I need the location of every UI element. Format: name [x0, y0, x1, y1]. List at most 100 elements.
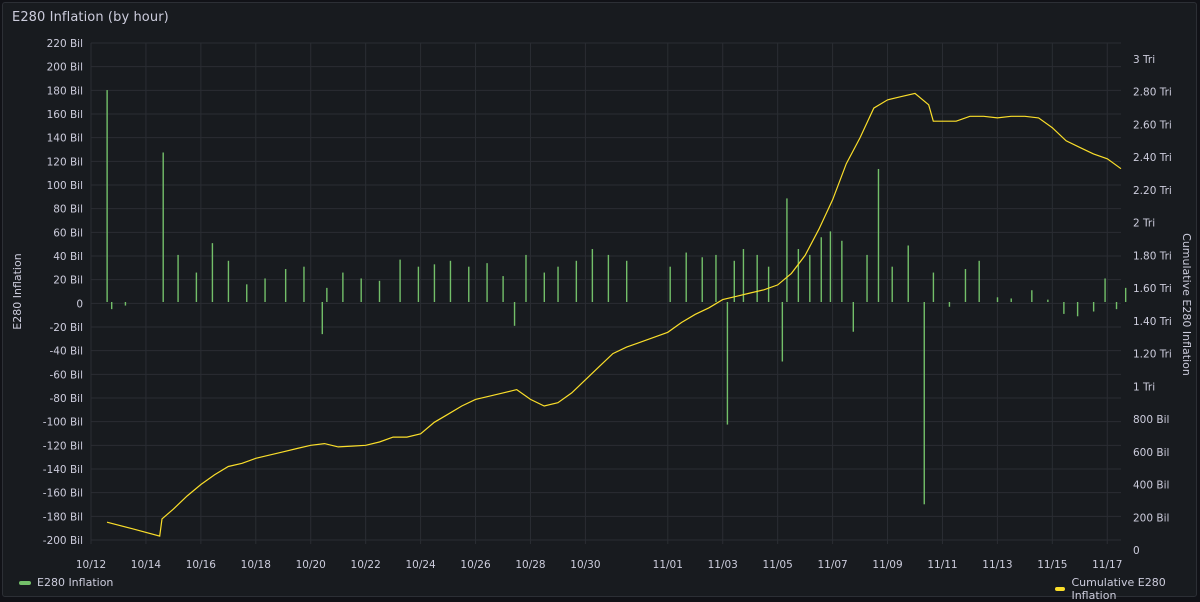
bar-mark — [996, 297, 999, 302]
x-tick-label: 10/12 — [76, 559, 106, 571]
x-tick-label: 10/28 — [515, 559, 545, 571]
left-axis-title: E280 Inflation — [11, 253, 24, 329]
x-tick-label: 11/03 — [708, 559, 738, 571]
bar-mark — [607, 254, 610, 302]
left-tick-label: 0 — [76, 298, 83, 310]
left-tick-label: 60 Bil — [53, 227, 83, 239]
right-axis: 3 Tri 2.80 Tri 2.60 Tri 2.40 Tri 2.20 Tri 2 T… — [1133, 54, 1172, 557]
x-axis: 10/12 10/14 10/16 10/18 10/20 10/22 10/24 10/26… — [76, 559, 1123, 571]
bar-mark — [742, 249, 745, 302]
right-tick-label: 600 Bil — [1133, 447, 1169, 459]
right-tick-label: 3 Tri — [1133, 54, 1155, 66]
bar-mark — [1124, 287, 1127, 302]
left-tick-label: -120 Bil — [43, 440, 83, 452]
left-tick-label: -140 Bil — [43, 464, 83, 476]
right-tick-label: 0 — [1133, 545, 1140, 557]
bar-mark — [303, 266, 305, 302]
left-tick-label: 100 Bil — [47, 180, 83, 192]
left-tick-label: -100 Bil — [43, 417, 83, 429]
x-tick-label: 10/26 — [460, 559, 491, 571]
bar-mark — [685, 252, 687, 302]
bar-mark — [756, 254, 758, 302]
legend-item-e280-inflation[interactable]: E280 Inflation — [19, 576, 113, 589]
bar-mark — [575, 260, 578, 302]
bar-mark — [417, 266, 420, 302]
left-tick-label: 160 Bil — [47, 109, 83, 121]
bar-mark — [326, 287, 328, 302]
x-tick-label: 10/14 — [131, 559, 162, 571]
bar-mark — [841, 240, 843, 302]
legend-swatch-yellow — [1055, 587, 1066, 591]
left-axis: 220 Bil 200 Bil 180 Bil 160 Bil 140 Bil 120 B… — [43, 38, 83, 547]
x-tick-label: 10/30 — [570, 559, 600, 571]
right-tick-label: 2.60 Tri — [1133, 119, 1172, 131]
bar-mark — [733, 260, 735, 302]
panel-title: E280 Inflation (by hour) — [12, 10, 169, 25]
bar-mark — [486, 263, 488, 302]
x-tick-label: 10/22 — [351, 559, 381, 571]
bar-mark — [195, 272, 198, 302]
bar-mark — [1031, 290, 1033, 302]
bar-mark — [284, 269, 287, 302]
bar-mark — [162, 152, 164, 302]
x-tick-label: 11/17 — [1092, 559, 1122, 571]
left-tick-label: 180 Bil — [47, 85, 83, 97]
bar-mark — [701, 257, 703, 302]
bar-mark — [177, 254, 179, 302]
bar-mark — [342, 272, 344, 302]
bar-mark — [626, 260, 628, 302]
right-tick-label: 400 Bil — [1133, 480, 1169, 492]
bar-mark — [1047, 299, 1049, 302]
x-tick-label: 11/09 — [872, 559, 902, 571]
x-tick-label: 10/16 — [186, 559, 217, 571]
bar-mark — [449, 260, 452, 302]
bar-mark — [502, 276, 504, 302]
bar-mark — [797, 249, 800, 302]
right-tick-label: 2.80 Tri — [1133, 87, 1172, 99]
bar-mark — [932, 272, 935, 302]
left-tick-label: 80 Bil — [53, 204, 83, 216]
bar-mark — [715, 254, 717, 302]
left-tick-label: 20 Bil — [53, 275, 83, 287]
bar-mark — [1092, 302, 1095, 312]
bar-mark — [543, 272, 545, 302]
bar-mark — [891, 266, 893, 302]
legend-item-cumulative[interactable]: Cumulative E280 Inflation — [1055, 576, 1196, 602]
left-tick-label: 140 Bil — [47, 133, 83, 145]
bar-mark — [781, 302, 784, 362]
chart-area: 220 Bil 200 Bil 180 Bil 160 Bil 140 Bil 120 B… — [11, 38, 1193, 571]
bar-mark — [433, 264, 436, 302]
bar-mark — [1063, 302, 1065, 314]
legend-label: E280 Inflation — [37, 576, 114, 589]
bar-mark — [1076, 302, 1079, 317]
bar-mark — [923, 302, 925, 505]
bar-series — [106, 90, 1127, 505]
bar-mark — [321, 302, 323, 335]
right-tick-label: 1.60 Tri — [1133, 283, 1172, 295]
bar-mark — [726, 302, 729, 425]
bar-mark — [1010, 298, 1012, 302]
right-tick-label: 2.40 Tri — [1133, 152, 1172, 164]
left-tick-label: -60 Bil — [49, 369, 83, 381]
legend-swatch-green — [19, 580, 31, 585]
bar-mark — [111, 302, 113, 310]
bar-mark — [767, 266, 770, 302]
bar-mark — [852, 302, 854, 332]
bar-mark — [669, 266, 671, 302]
x-tick-label: 11/15 — [1037, 559, 1067, 571]
bar-mark — [820, 237, 822, 302]
cumulative-line — [106, 92, 1122, 537]
bar-mark — [246, 284, 248, 302]
right-axis-title: Cumulative E280 Inflation — [1180, 233, 1193, 376]
bar-mark — [877, 168, 880, 302]
bar-mark — [1104, 278, 1106, 302]
left-tick-label: -160 Bil — [43, 488, 83, 500]
bar-mark — [786, 198, 788, 302]
right-tick-label: 1.20 Tri — [1133, 349, 1172, 361]
bar-mark — [360, 278, 362, 302]
right-tick-label: 800 Bil — [1133, 414, 1169, 426]
bar-mark — [264, 278, 266, 302]
bar-mark — [227, 260, 230, 302]
right-tick-label: 2.20 Tri — [1133, 185, 1172, 197]
right-tick-label: 2 Tri — [1133, 218, 1155, 230]
